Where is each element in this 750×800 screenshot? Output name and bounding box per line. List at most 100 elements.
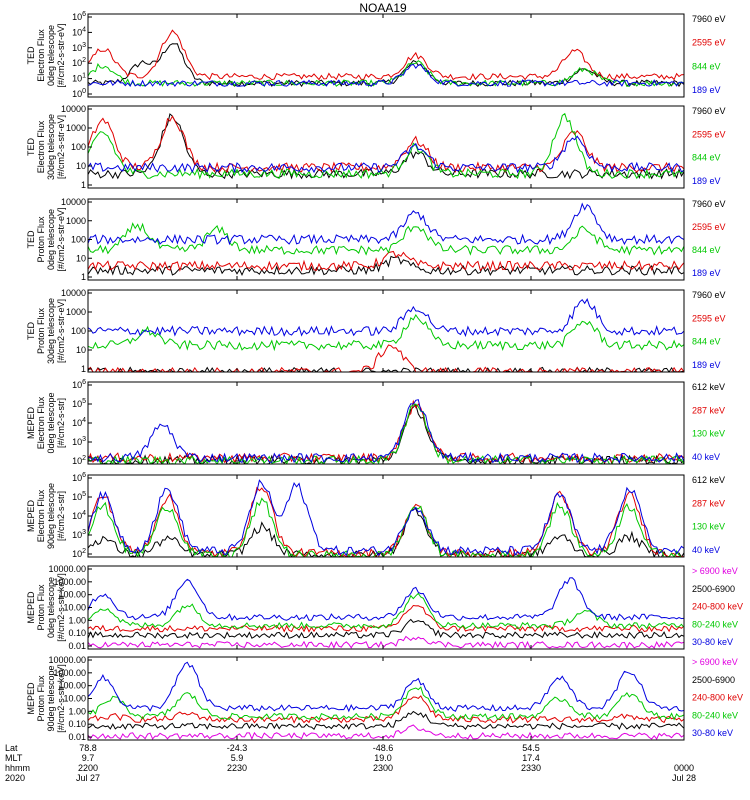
series-line-1 [88, 366, 684, 372]
y-tick-label: 106 [72, 11, 86, 22]
legend-entry: 844 eV [692, 245, 721, 255]
y-axis-label: TED Proton Flux 30deg telescope [#/cm2-s-st… [26, 298, 66, 364]
panel-8: 10000.001000.00100.0010.001.000.100.01ME… [26, 655, 743, 742]
y-axis-label-line: [#/cm2-s-str-eV] [56, 115, 66, 179]
legend: 7960 eV 2595 eV 844 eV 189 eV [692, 14, 726, 95]
y-tick-label: 105 [72, 398, 86, 409]
legend: 612 keV 287 keV 130 keV 40 keV [692, 475, 725, 555]
y-axis-label-line: TED [26, 230, 36, 249]
legend-entry: 2595 eV [692, 129, 726, 139]
y-axis-label-line: 0deg telescope [46, 577, 56, 638]
series-line-2 [88, 250, 684, 272]
y-axis-label-line: [#/cm2-s-str-keV] [56, 664, 66, 733]
y-axis-label-line: [#/cm2-s-str-eV] [56, 299, 66, 363]
panel-frame [87, 381, 685, 465]
y-axis-label-line: [#/cm2-s-str] [56, 398, 66, 448]
y-axis-label-line: 0deg telescope [46, 25, 56, 86]
legend-entry: 612 keV [692, 382, 725, 392]
series-line-2 [88, 710, 684, 731]
y-axis-label-line: Proton Flux [36, 584, 46, 631]
legend-entry: 2595 eV [692, 38, 726, 48]
y-tick-label: 100.00 [58, 590, 86, 600]
x-tick-lat: 78.8 [79, 743, 97, 753]
legend-entry: 844 eV [692, 153, 721, 163]
y-axis-label-line: Proton Flux [36, 675, 46, 722]
y-axis-label: MEPED Proton Flux 0deg telescope [#/cm2-s-s… [26, 573, 66, 642]
series-line-1 [88, 635, 684, 649]
y-axis-label: TED Electron Flux 0deg telescope [#/cm2-s-s… [26, 23, 66, 87]
y-axis-label: MEPED Proton Flux 90deg telescope [#/cm2-s-… [26, 664, 66, 733]
x-tick-hhmm: 2330 [521, 763, 541, 773]
panel-frame [87, 13, 685, 98]
y-tick-label: 0.01 [68, 732, 86, 742]
y-axis-label: TED Proton Flux 0deg telescope [#/cm2-s-str… [26, 207, 66, 271]
x-tick-lat: -24.3 [227, 743, 248, 753]
y-tick-label: 0.01 [68, 641, 86, 651]
series-line-4 [88, 399, 684, 464]
y-tick-label: 1.00 [68, 615, 86, 625]
legend-entry: 240-800 keV [692, 693, 743, 703]
series-line-3 [88, 695, 684, 724]
y-tick-label: 102 [72, 455, 86, 466]
legend-entry: 2500-6900 [692, 584, 735, 594]
x-tick-mlt: 17.4 [522, 753, 540, 763]
legend-entry: > 6900 keV [692, 566, 738, 576]
y-axis-label: MEPED Electron Flux 0deg telescope [#/cm2-s… [26, 392, 66, 453]
panel-frame [87, 105, 685, 189]
y-axis-label-line: TED [26, 46, 36, 65]
x-tick-date: Jul 27 [76, 773, 100, 783]
legend-entry: 7960 eV [692, 14, 726, 24]
y-tick-label: 0.10 [68, 719, 86, 729]
x-tick-mlt: 19.0 [374, 753, 392, 763]
legend-entry: 189 eV [692, 85, 721, 95]
y-axis-label-line: [#/cm2-s-str-keV] [56, 573, 66, 642]
legend-entry: 2500-6900 [692, 675, 735, 685]
y-tick-label: 1 [81, 272, 86, 282]
legend-entry: 7960 eV [692, 290, 726, 300]
legend-entry: 189 eV [692, 176, 721, 186]
y-tick-label: 106 [72, 472, 86, 483]
y-tick-label: 1 [81, 364, 86, 374]
y-tick-label: 1000.00 [53, 577, 86, 587]
x-tick-mlt: 9.7 [82, 753, 95, 763]
y-tick-label: 102 [72, 548, 86, 559]
y-tick-label: 100 [71, 326, 86, 336]
panel-6: 106 105 104 103 102 MEPED Electron Flux 90deg t… [26, 472, 725, 559]
y-tick-label: 10.00 [63, 694, 86, 704]
x-row-label: Lat [5, 743, 18, 753]
x-row-label: hhmm [5, 763, 30, 773]
legend-entry: 189 eV [692, 268, 721, 278]
series-line-3 [88, 112, 684, 180]
y-axis-label-line: [#/cm2-s-str-eV] [56, 23, 66, 87]
y-tick-label: 101 [72, 73, 86, 84]
y-axis-label: TED Electron Flux 30deg telescope [#/cm2-s-… [26, 114, 66, 180]
legend: > 6900 keV 2500-6900 240-800 keV 80-240 keV… [692, 566, 743, 647]
series-line-1 [88, 113, 684, 180]
legend-entry: 40 keV [692, 452, 720, 462]
x-tick-hhmm: 2200 [78, 763, 98, 773]
x-tick-hhmm: 2300 [373, 763, 393, 773]
x-tick-lat: 54.5 [522, 743, 540, 753]
y-axis-label: MEPED Electron Flux 90deg telescope [#/cm2-… [26, 483, 66, 549]
y-axis-label-line: Electron Flux [36, 29, 46, 82]
y-axis-label-line: MEPED [26, 407, 36, 440]
x-tick-mlt: 5.9 [231, 753, 244, 763]
y-axis-label-line: Electron Flux [36, 396, 46, 449]
series-line-3 [88, 403, 684, 464]
series-line-4 [88, 202, 684, 246]
y-tick-label: 1000 [66, 307, 86, 317]
y-tick-label: 100.00 [58, 681, 86, 691]
legend-entry: 287 keV [692, 405, 725, 415]
y-tick-label: 103 [72, 436, 86, 447]
y-axis-label-line: 90deg telescope [46, 665, 56, 731]
legend-entry: 80-240 keV [692, 710, 738, 720]
legend-entry: 2595 eV [692, 222, 726, 232]
y-tick-label: 0.10 [68, 628, 86, 638]
series-line-2 [88, 618, 684, 640]
legend-entry: 2595 eV [692, 313, 726, 323]
series-line-3 [88, 497, 684, 557]
legend-entry: 7960 eV [692, 106, 726, 116]
y-tick-label: 100 [71, 235, 86, 245]
legend-entry: 7960 eV [692, 199, 726, 209]
x-tick-hhmm: 0000 [674, 763, 694, 773]
